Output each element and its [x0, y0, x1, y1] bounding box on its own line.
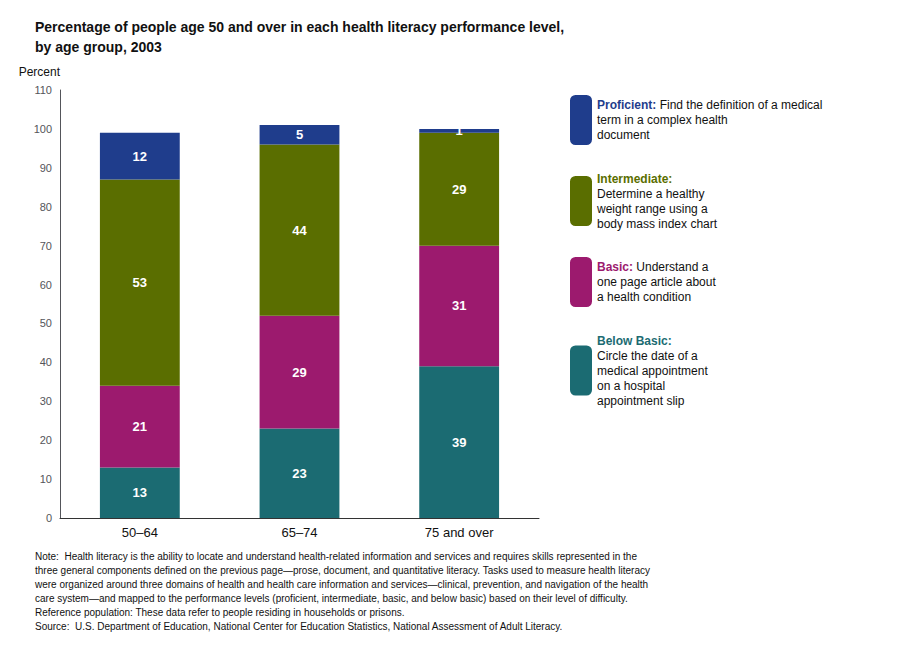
svg-text:29: 29: [452, 182, 466, 197]
svg-text:Below Basic:: Below Basic:: [597, 334, 672, 348]
svg-text:13: 13: [133, 485, 147, 500]
svg-text:medical appointment: medical appointment: [597, 364, 708, 378]
svg-text:60: 60: [40, 279, 52, 291]
svg-text:1: 1: [456, 123, 463, 138]
svg-text:30: 30: [40, 395, 52, 407]
svg-text:23: 23: [292, 466, 306, 481]
svg-text:Note: Health literacy is the: Note: Health literacy is the ability to …: [35, 551, 637, 562]
svg-text:document: document: [597, 128, 650, 142]
svg-text:12: 12: [133, 149, 147, 164]
svg-text:Percentage of people age 50 an: Percentage of people age 50 and over in …: [35, 19, 564, 35]
svg-text:90: 90: [40, 162, 52, 174]
svg-text:29: 29: [292, 365, 306, 380]
svg-text:Intermediate:: Intermediate:: [597, 172, 672, 186]
svg-text:39: 39: [452, 435, 466, 450]
svg-text:80: 80: [40, 201, 52, 213]
svg-text:Reference population: These da: Reference population: These data refer t…: [35, 607, 405, 618]
svg-text:50: 50: [40, 317, 52, 329]
svg-text:Circle the date of a: Circle the date of a: [597, 349, 698, 363]
svg-text:Understand a: Understand a: [633, 260, 709, 274]
svg-text:one page article about: one page article about: [597, 275, 716, 289]
svg-text:21: 21: [133, 419, 147, 434]
svg-text:by age group, 2003: by age group, 2003: [35, 39, 162, 55]
svg-text:Proficient:: Proficient:: [597, 98, 656, 112]
svg-text:50–64: 50–64: [122, 525, 158, 540]
svg-text:70: 70: [40, 240, 52, 252]
svg-text:Basic:: Basic:: [597, 260, 633, 274]
svg-text:term in a complex health: term in a complex health: [597, 113, 728, 127]
svg-text:0: 0: [46, 512, 52, 524]
svg-text:5: 5: [296, 127, 303, 142]
svg-text:a health condition: a health condition: [597, 290, 691, 304]
svg-text:65–74: 65–74: [281, 525, 317, 540]
svg-text:Find the definition of a medic: Find the definition of a medical: [656, 98, 822, 112]
svg-text:31: 31: [452, 298, 466, 313]
svg-text:three general components defin: three general components defined on the …: [35, 565, 650, 576]
svg-text:Source: U.S. Department of Ed: Source: U.S. Department of Education, Na…: [35, 621, 562, 632]
svg-text:44: 44: [292, 223, 307, 238]
svg-text:body mass index chart: body mass index chart: [597, 217, 718, 231]
svg-text:75 and over: 75 and over: [425, 525, 494, 540]
svg-text:were organized around three do: were organized around three domains of h…: [34, 579, 648, 590]
svg-text:Determine a healthy: Determine a healthy: [597, 187, 704, 201]
svg-text:appointment slip: appointment slip: [597, 394, 685, 408]
svg-text:Percent: Percent: [19, 65, 61, 79]
svg-text:care system—and mapped to the: care system—and mapped to the performanc…: [35, 593, 628, 604]
svg-text:20: 20: [40, 434, 52, 446]
svg-text:100: 100: [34, 123, 52, 135]
svg-text:110: 110: [34, 84, 52, 96]
svg-text:53: 53: [133, 275, 147, 290]
svg-text:weight range using a: weight range using a: [596, 202, 708, 216]
svg-text:on a hospital: on a hospital: [597, 379, 665, 393]
svg-text:10: 10: [40, 473, 52, 485]
svg-text:40: 40: [40, 356, 52, 368]
